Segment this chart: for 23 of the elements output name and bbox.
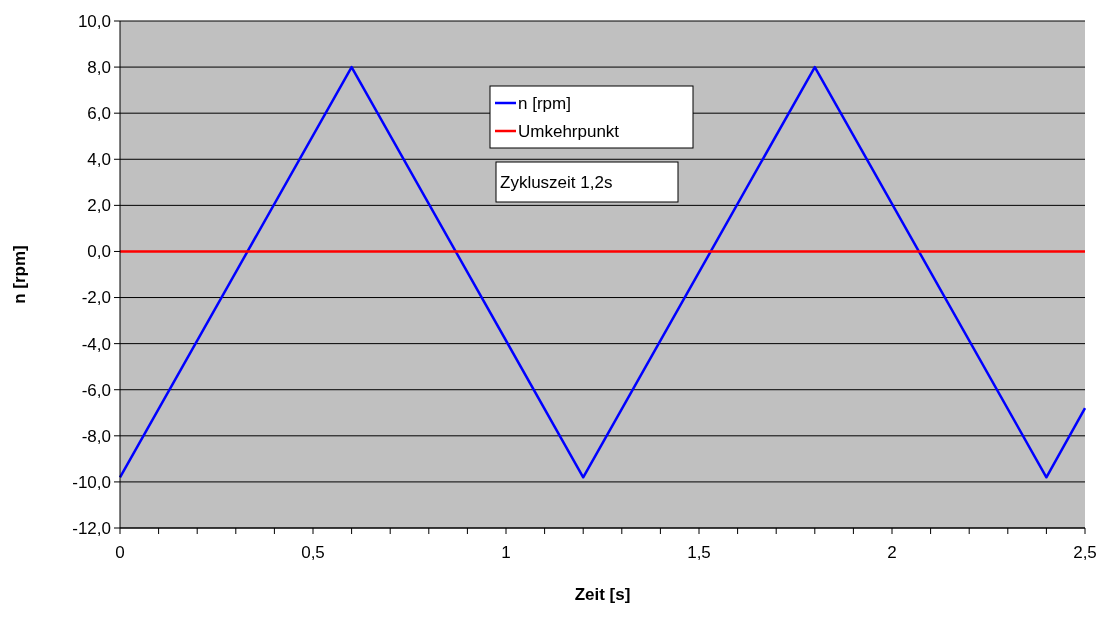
x-axis-title: Zeit [s] (574, 585, 631, 604)
y-tick-label: 2,0 (87, 196, 111, 216)
legend-label: n [rpm] (518, 93, 571, 113)
y-tick-label: -2,0 (81, 288, 111, 308)
y-tick-label: -4,0 (81, 334, 111, 354)
y-tick-label: 0,0 (87, 242, 111, 262)
y-tick-label: -12,0 (72, 518, 111, 538)
y-axis-title: n [rpm] (10, 245, 29, 304)
y-tick-label: -6,0 (81, 380, 111, 400)
y-tick-label: -10,0 (72, 472, 111, 492)
y-tick-label: 4,0 (87, 150, 111, 170)
x-tick-label: 2 (887, 543, 897, 562)
y-tick-label: 10,0 (77, 11, 111, 31)
annotation: Zykluszeit 1,2s (500, 172, 613, 192)
y-tick-label: 8,0 (87, 58, 111, 78)
y-tick-label: -8,0 (81, 426, 111, 446)
x-tick-label: 2,5 (1073, 543, 1097, 562)
y-tick-label: 6,0 (87, 104, 111, 124)
x-tick-label: 1,5 (687, 543, 711, 562)
x-tick-label: 1 (501, 543, 511, 562)
x-tick-label: 0 (115, 543, 125, 562)
x-tick-label: 0,5 (301, 543, 325, 562)
legend-label: Umkehrpunkt (518, 121, 620, 141)
